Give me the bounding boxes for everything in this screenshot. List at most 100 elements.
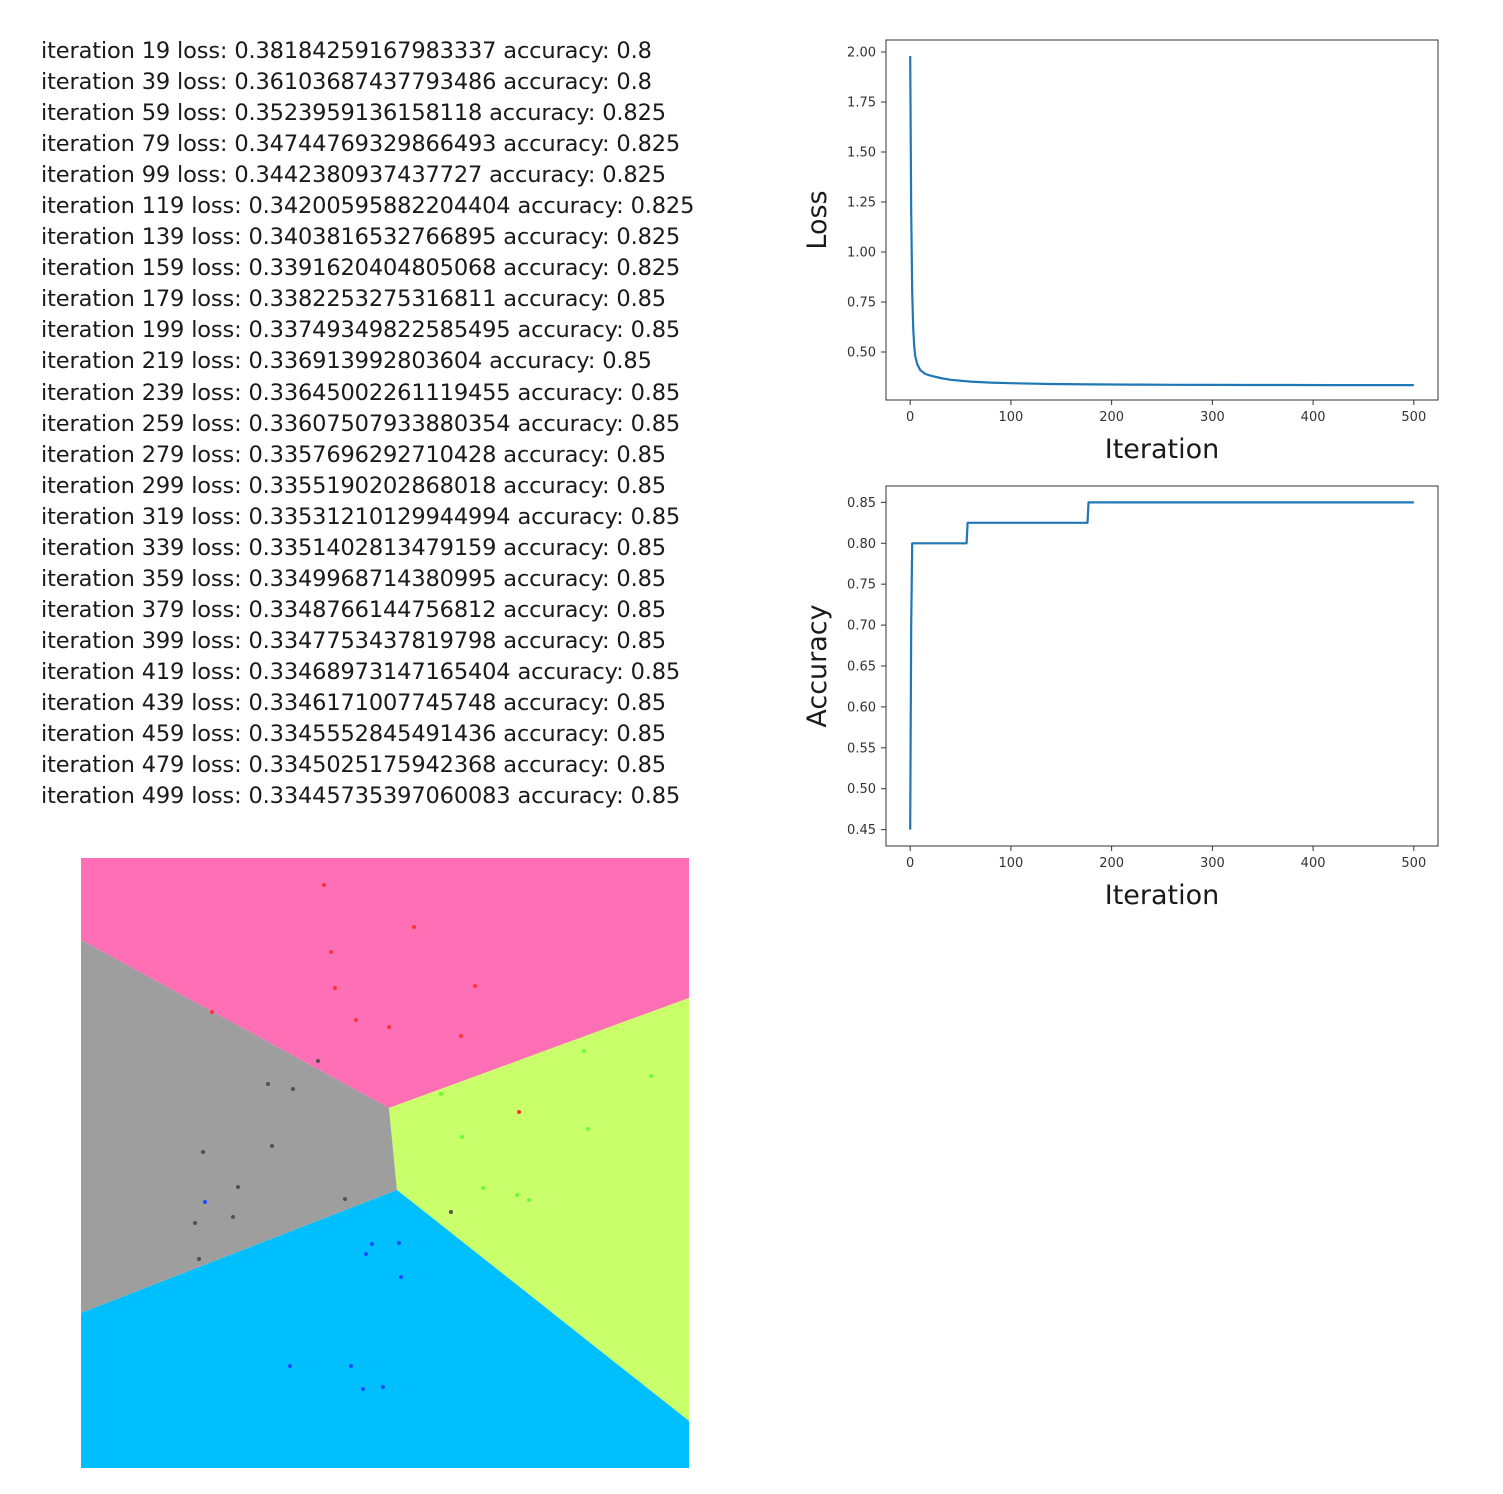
- data-point: [481, 1186, 485, 1190]
- region-gray: [81, 940, 397, 1313]
- data-point: [370, 1242, 374, 1246]
- log-line: iteration 219 loss: 0.336913992803604 ac…: [41, 348, 652, 375]
- data-point: [515, 1193, 519, 1197]
- log-line: iteration 99 loss: 0.3442380937437727 ac…: [41, 162, 666, 189]
- data-point: [381, 1385, 385, 1389]
- log-line: iteration 379 loss: 0.3348766144756812 a…: [41, 596, 666, 623]
- log-line: iteration 19 loss: 0.38184259167983337 a…: [41, 38, 652, 64]
- log-line: iteration 259 loss: 0.33607507933880354 …: [41, 410, 681, 437]
- region-blue: [81, 1190, 689, 1468]
- y-tick-label: 1.50: [847, 146, 876, 161]
- data-point: [387, 1025, 391, 1029]
- log-line: iteration 59 loss: 0.3523959136158118 ac…: [41, 100, 666, 127]
- data-point: [210, 1010, 214, 1014]
- y-axis-label: Accuracy: [802, 604, 833, 727]
- y-tick-label: 0.50: [847, 782, 876, 797]
- x-axis-label: Iteration: [1105, 434, 1220, 465]
- data-point: [354, 1018, 358, 1022]
- x-tick-label: 500: [1401, 856, 1426, 871]
- loss-chart: 0 100 200 300 400 500 0.50 0.75 1.00 1.25 1.50 1.75…: [802, 39, 1439, 465]
- log-line: iteration 499 loss: 0.33445735397060083 …: [41, 783, 681, 810]
- data-point: [322, 883, 326, 887]
- x-tick-label: 300: [1200, 856, 1225, 871]
- y-tick-label: 1.00: [847, 246, 876, 261]
- data-point: [329, 950, 333, 954]
- plot-frame: [885, 39, 1439, 401]
- data-point: [586, 1127, 590, 1131]
- data-point: [197, 1257, 201, 1261]
- x-tick-label: 200: [1099, 856, 1124, 871]
- y-tick-label: 0.70: [847, 619, 876, 634]
- log-line: iteration 119 loss: 0.34200595882204404 …: [41, 193, 695, 220]
- data-point: [527, 1198, 531, 1202]
- log-line: iteration 399 loss: 0.3347753437819798 a…: [41, 627, 666, 654]
- y-tick-label: 0.75: [847, 296, 876, 311]
- log-line: iteration 439 loss: 0.3346171007745748 a…: [41, 689, 666, 716]
- log-line: iteration 79 loss: 0.34744769329866493 a…: [41, 131, 681, 158]
- data-point: [193, 1221, 197, 1225]
- decision-regions-plot: [81, 858, 689, 1468]
- data-point: [203, 1200, 207, 1204]
- x-tick-label: 500: [1401, 410, 1426, 425]
- data-point: [270, 1144, 274, 1148]
- y-tick-label: 0.85: [847, 496, 876, 511]
- x-tick-label: 0: [906, 410, 914, 425]
- data-point: [231, 1215, 235, 1219]
- data-point: [291, 1087, 295, 1091]
- log-line: iteration 419 loss: 0.33468973147165404 …: [41, 658, 681, 685]
- log-line: iteration 159 loss: 0.3391620404805068 a…: [41, 255, 681, 282]
- data-point: [459, 1034, 463, 1038]
- y-tick-label: 2.00: [847, 46, 876, 61]
- y-tick-label: 1.25: [847, 196, 876, 211]
- log-line: iteration 39 loss: 0.36103687437793486 a…: [41, 69, 652, 96]
- data-point: [582, 1049, 586, 1053]
- log-line: iteration 459 loss: 0.3345552845491436 a…: [41, 721, 666, 748]
- log-line: iteration 339 loss: 0.3351402813479159 a…: [41, 534, 666, 561]
- data-point: [316, 1059, 320, 1063]
- data-point: [473, 984, 477, 988]
- y-tick-label: 0.45: [847, 823, 876, 838]
- data-point: [266, 1082, 270, 1086]
- log-line: iteration 139 loss: 0.3403816532766895 a…: [41, 224, 681, 251]
- log-line: iteration 179 loss: 0.3382253275316811 a…: [41, 286, 666, 313]
- y-tick-label: 0.55: [847, 741, 876, 756]
- data-point: [399, 1275, 403, 1279]
- x-tick-label: 100: [998, 410, 1023, 425]
- data-point: [449, 1210, 453, 1214]
- log-line: iteration 479 loss: 0.3345025175942368 a…: [41, 752, 666, 779]
- log-line: iteration 299 loss: 0.3355190202868018 a…: [41, 472, 666, 499]
- y-tick-label: 0.60: [847, 700, 876, 715]
- x-tick-label: 400: [1301, 410, 1326, 425]
- y-tick-label: 0.80: [847, 537, 876, 552]
- y-axis-label: Loss: [802, 190, 833, 249]
- plot-frame: [885, 485, 1439, 847]
- data-point: [343, 1197, 347, 1201]
- x-axis-label: Iteration: [1105, 880, 1220, 911]
- x-tick-label: 200: [1099, 410, 1124, 425]
- data-point: [649, 1074, 653, 1078]
- loss-series-line: [909, 55, 1414, 387]
- log-line: iteration 359 loss: 0.3349968714380995 a…: [41, 565, 666, 592]
- y-tick-label: 0.75: [847, 578, 876, 593]
- data-point: [412, 925, 416, 929]
- y-tick-label: 0.50: [847, 346, 876, 361]
- training-log: iteration 19 loss: 0.38184259167983337 a…: [41, 36, 694, 812]
- x-tick-label: 400: [1301, 856, 1326, 871]
- x-tick-label: 300: [1200, 410, 1225, 425]
- log-line: iteration 239 loss: 0.33645002261119455 …: [41, 379, 681, 406]
- data-point: [236, 1185, 240, 1189]
- accuracy-chart: 0 100 200 300 400 500 0.45 0.50 0.55 0.60 0.65 0.70…: [802, 485, 1439, 911]
- y-tick-label: 1.75: [847, 96, 876, 111]
- data-point: [288, 1364, 292, 1368]
- data-point: [333, 986, 337, 990]
- data-point: [349, 1364, 353, 1368]
- x-tick-label: 100: [998, 856, 1023, 871]
- log-line: iteration 279 loss: 0.3357696292710428 a…: [41, 441, 666, 468]
- x-tick-label: 0: [906, 856, 914, 871]
- region-pink: [81, 858, 689, 1108]
- log-line: iteration 199 loss: 0.33749349822585495 …: [41, 317, 681, 344]
- data-point: [397, 1241, 401, 1245]
- log-line: iteration 319 loss: 0.33531210129944994 …: [41, 503, 681, 530]
- data-point: [201, 1150, 205, 1154]
- data-point: [460, 1135, 464, 1139]
